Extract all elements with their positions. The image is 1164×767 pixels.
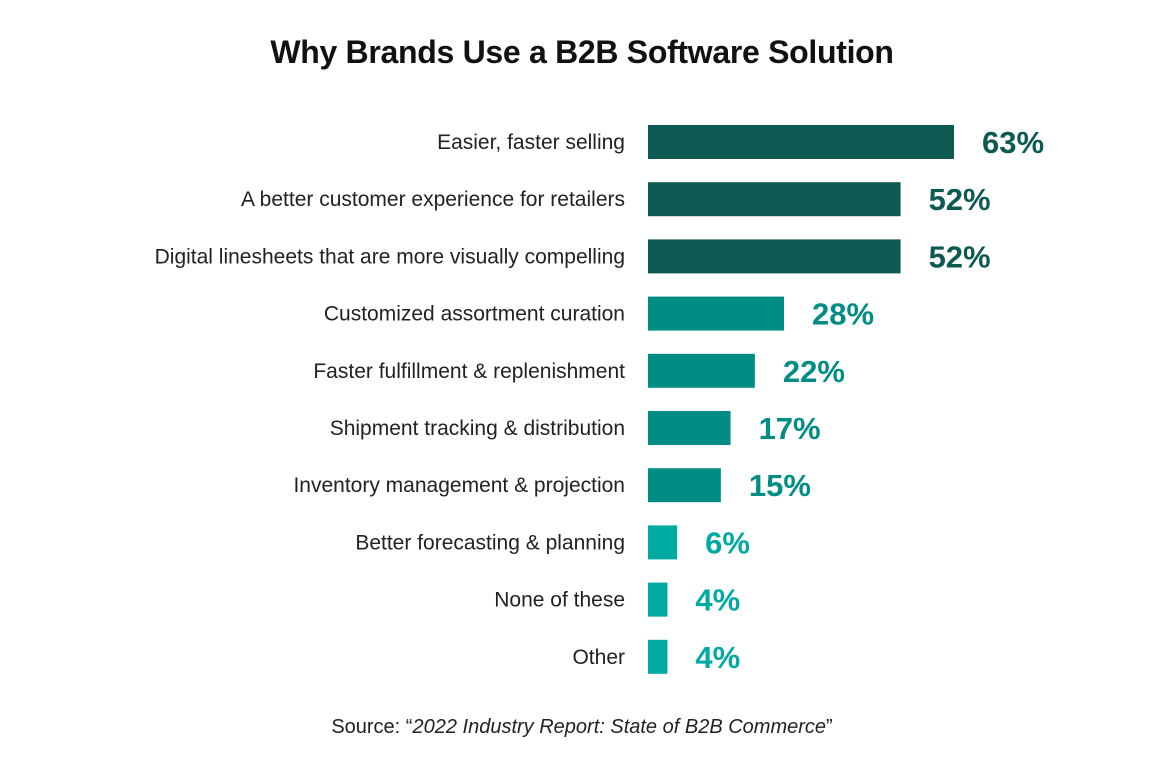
source-prefix: Source: “: [331, 716, 413, 738]
value-label: 28%: [812, 297, 874, 332]
bar: [648, 125, 954, 159]
category-label: Customized assortment curation: [324, 303, 625, 326]
chart-title: Why Brands Use a B2B Software Solution: [270, 34, 894, 70]
bar: [648, 182, 901, 217]
bar: [648, 296, 784, 331]
value-label: 63%: [982, 125, 1044, 160]
bar: [648, 239, 901, 274]
value-label: 17%: [759, 411, 821, 446]
bar: [648, 639, 668, 674]
source-note: Source: “2022 Industry Report: State of …: [0, 716, 1164, 739]
category-label: Better forecasting & planning: [355, 531, 625, 554]
category-label: Easier, faster selling: [437, 131, 625, 154]
category-label: Digital linesheets that are more visuall…: [155, 245, 625, 268]
category-label: A better customer experience for retaile…: [241, 188, 625, 211]
bar: [648, 353, 755, 388]
category-label: Shipment tracking & distribution: [330, 417, 625, 440]
source-suffix: ”: [826, 716, 833, 738]
value-label: 52%: [929, 239, 991, 274]
bar: [648, 411, 731, 445]
category-label: None of these: [494, 589, 625, 612]
value-label: 52%: [929, 182, 991, 217]
source-report-title: 2022 Industry Report: State of B2B Comme…: [412, 716, 827, 738]
bar: [648, 582, 668, 617]
bar: [648, 468, 721, 503]
value-label: 4%: [695, 640, 740, 675]
bar: [648, 525, 678, 560]
value-label: 6%: [705, 525, 750, 560]
value-label: 22%: [783, 354, 845, 389]
category-label: Faster fulfillment & replenishment: [313, 360, 625, 383]
value-label: 4%: [695, 583, 740, 618]
category-label: Inventory management & projection: [293, 474, 625, 497]
value-label: 15%: [749, 468, 811, 503]
category-label: Other: [572, 646, 625, 669]
